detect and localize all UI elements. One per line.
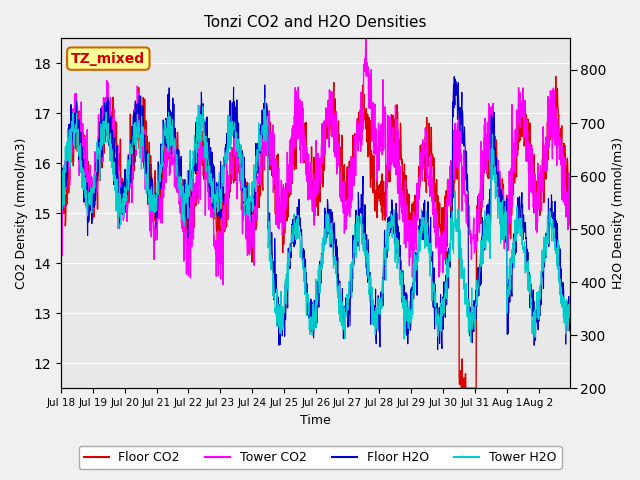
- X-axis label: Time: Time: [300, 414, 331, 427]
- Y-axis label: H2O Density (mmol/m3): H2O Density (mmol/m3): [612, 137, 625, 289]
- Legend: Floor CO2, Tower CO2, Floor H2O, Tower H2O: Floor CO2, Tower CO2, Floor H2O, Tower H…: [79, 446, 561, 469]
- Text: TZ_mixed: TZ_mixed: [71, 52, 145, 66]
- Title: Tonzi CO2 and H2O Densities: Tonzi CO2 and H2O Densities: [204, 15, 427, 30]
- Y-axis label: CO2 Density (mmol/m3): CO2 Density (mmol/m3): [15, 138, 28, 289]
